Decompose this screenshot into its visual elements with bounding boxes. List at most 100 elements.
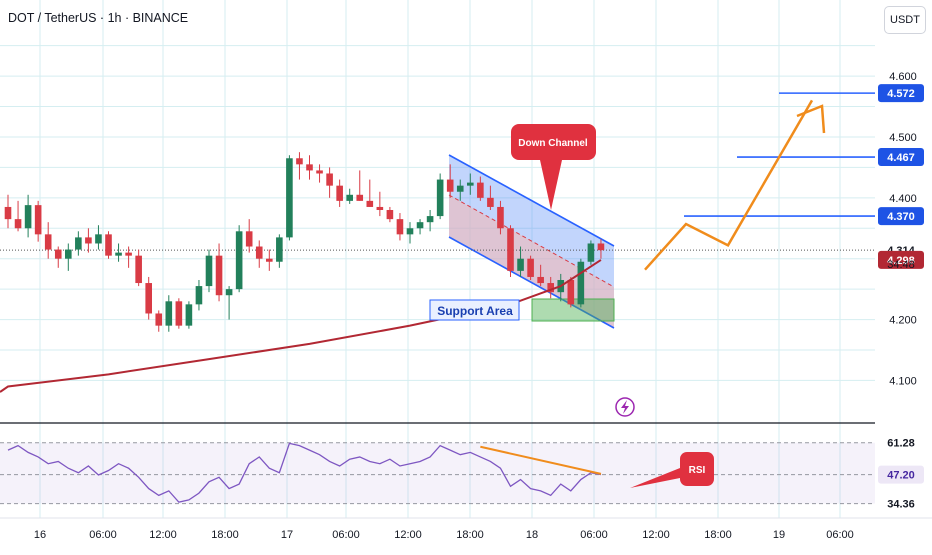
down-channel-callout xyxy=(511,124,596,160)
candle-body xyxy=(487,197,494,207)
candle-body xyxy=(14,219,22,229)
price-badge xyxy=(878,207,924,226)
symbol-title: DOT / TetherUS · 1h · BINANCE xyxy=(8,11,189,25)
moving-average xyxy=(0,259,602,393)
time-tick-label: 06:00 xyxy=(580,529,608,541)
time-tick-label: 12:00 xyxy=(394,529,422,541)
candle-body xyxy=(75,237,82,250)
candle-body xyxy=(225,289,233,296)
currency-unit-button[interactable]: USDT xyxy=(884,6,926,34)
candle-body xyxy=(406,228,414,235)
candle-body xyxy=(85,237,92,244)
candle-body xyxy=(597,243,605,251)
candle-body xyxy=(366,200,374,207)
time-tick-label: 06:00 xyxy=(89,529,117,541)
time-tick-label: 17 xyxy=(281,529,293,541)
price-tick-label: 4.200 xyxy=(889,315,917,327)
down-channel-pointer xyxy=(540,160,562,210)
rsi-tick-label: 61.28 xyxy=(887,438,915,450)
candle-body xyxy=(296,158,303,165)
candle-body xyxy=(426,216,434,223)
projection-line xyxy=(644,99,814,271)
time-tick-label: 18:00 xyxy=(704,529,732,541)
candle-body xyxy=(266,258,273,262)
candle-body xyxy=(396,219,404,235)
candle-body xyxy=(376,206,384,210)
candle-body xyxy=(44,234,52,250)
candle-body xyxy=(105,234,112,256)
candle-body xyxy=(316,170,323,174)
candle-body xyxy=(336,185,343,201)
candle-body xyxy=(587,243,595,262)
candle-body xyxy=(135,255,142,284)
candle-body xyxy=(497,206,504,229)
price-badge xyxy=(878,250,924,269)
price-badge-label: 4.370 xyxy=(887,211,915,223)
candle-body xyxy=(65,249,72,259)
candle-body xyxy=(517,258,524,271)
countdown-label: 34:48 xyxy=(887,259,915,271)
rsi-tick-label: 34.36 xyxy=(887,499,915,511)
price-badge-label: 4.572 xyxy=(887,88,915,100)
candle-body xyxy=(537,276,544,284)
grid xyxy=(0,0,875,518)
time-tick-label: 18:00 xyxy=(456,529,484,541)
rsi-line xyxy=(7,442,602,503)
rsi-label: RSI xyxy=(689,465,706,476)
candle-body xyxy=(306,164,313,171)
down-channel-label: Down Channel xyxy=(518,138,588,149)
candle-body xyxy=(125,252,132,256)
time-tick-label: 12:00 xyxy=(642,529,670,541)
candle-body xyxy=(175,301,183,326)
candle-body xyxy=(507,228,514,271)
annotations: Down Channel Support Area xyxy=(429,124,635,417)
lightning-icon xyxy=(615,397,635,417)
time-tick-label: 19 xyxy=(773,529,785,541)
candle-body xyxy=(547,283,554,293)
channel-upper-line xyxy=(448,154,615,247)
candle-body xyxy=(205,255,213,287)
price-projection xyxy=(644,99,826,271)
time-axis-bg xyxy=(0,518,932,550)
candle-body xyxy=(436,179,444,217)
price-tick-label: 4.100 xyxy=(889,375,917,387)
projection-arrowhead xyxy=(796,104,826,134)
candle-body xyxy=(155,313,163,326)
candle-body xyxy=(245,231,253,247)
rsi-callout xyxy=(680,452,714,486)
support-area-box xyxy=(429,299,520,321)
channel-lower-line xyxy=(448,236,615,329)
support-area-label: Support Area xyxy=(437,304,513,318)
price-badge xyxy=(878,148,924,167)
price-badge-label: 4.298 xyxy=(887,255,915,267)
candle-body xyxy=(386,210,394,220)
candle-body xyxy=(456,185,464,192)
candle-body xyxy=(115,252,122,256)
rsi-band xyxy=(0,442,875,504)
candle-body xyxy=(195,286,203,305)
candle-body xyxy=(276,237,283,262)
candles xyxy=(4,152,605,332)
price-tick-label: 4.600 xyxy=(889,71,917,83)
candle-body xyxy=(95,234,102,244)
candle-body xyxy=(185,304,193,326)
candle-body xyxy=(446,179,454,192)
rsi-divergence-line xyxy=(480,445,602,475)
rsi-badge xyxy=(878,433,924,452)
candle-body xyxy=(326,173,333,186)
candle-body xyxy=(235,231,243,290)
time-tick-label: 18 xyxy=(526,529,538,541)
rsi-panel: RSI xyxy=(0,422,932,505)
time-tick-label: 16 xyxy=(34,529,46,541)
candle-body xyxy=(255,246,263,259)
candle-body xyxy=(34,205,42,235)
candle-body xyxy=(567,280,575,305)
channel-mid-line xyxy=(448,194,615,288)
candle-body xyxy=(165,301,173,326)
rsi-badge xyxy=(878,494,924,513)
lightning-icon-glyph xyxy=(621,400,629,414)
price-tick-label: 4.400 xyxy=(889,193,917,205)
candle-body xyxy=(346,194,353,201)
